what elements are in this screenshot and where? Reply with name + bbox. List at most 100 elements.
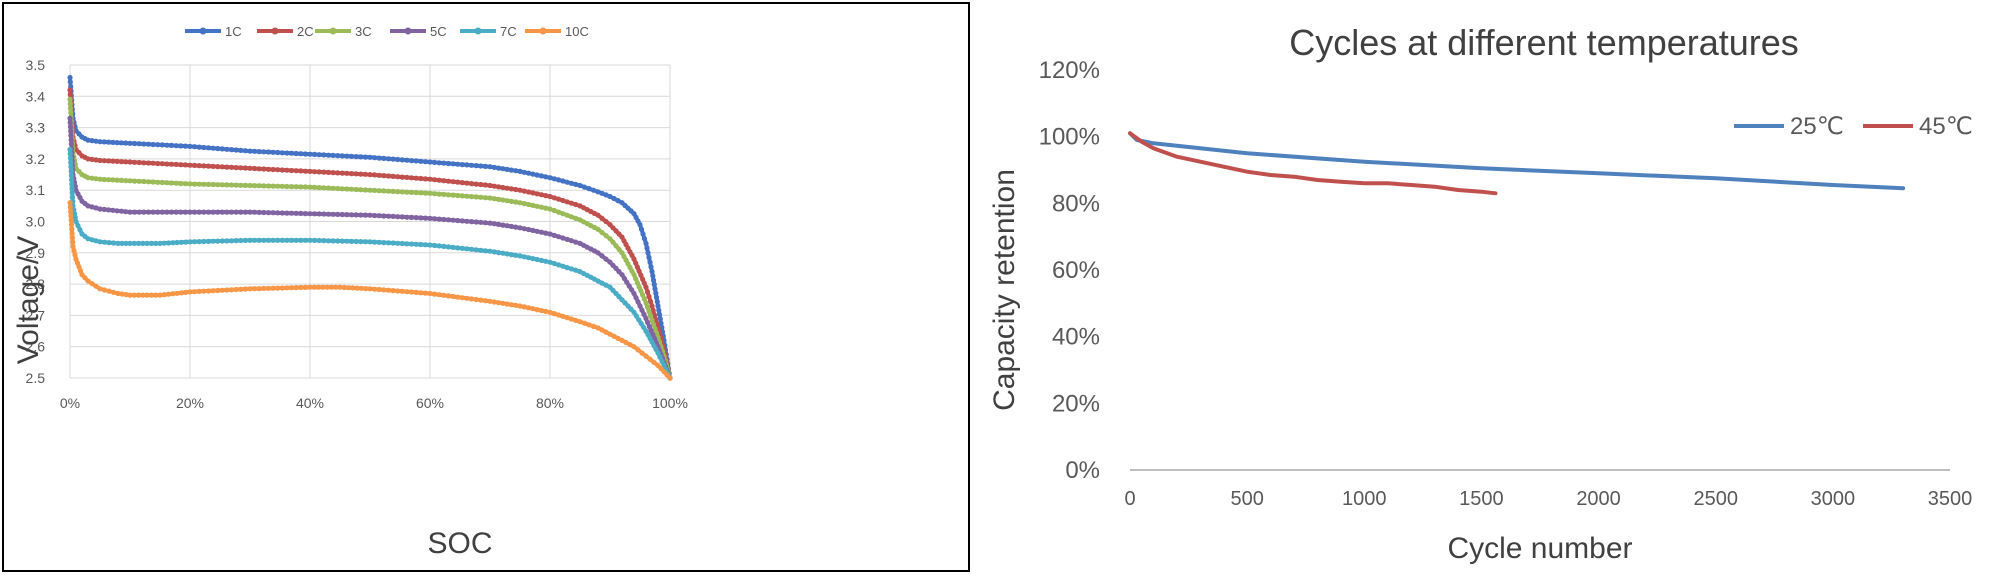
data-point xyxy=(150,179,156,185)
data-point xyxy=(638,320,644,327)
data-point xyxy=(233,165,239,171)
data-point xyxy=(275,237,281,243)
legend-label: 25℃ xyxy=(1790,113,1844,140)
data-point xyxy=(363,286,369,292)
data-point xyxy=(247,182,253,189)
data-point xyxy=(551,232,557,238)
data-point xyxy=(455,245,461,251)
data-point xyxy=(110,139,116,145)
data-point xyxy=(97,176,103,182)
data-point xyxy=(114,177,120,183)
data-point xyxy=(478,219,484,225)
data-point xyxy=(418,241,424,248)
data-point xyxy=(127,240,133,246)
data-point xyxy=(242,237,248,243)
data-point xyxy=(646,254,652,261)
data-point xyxy=(599,253,605,259)
data-point xyxy=(478,297,484,303)
data-point xyxy=(335,185,341,192)
data-point xyxy=(445,244,452,250)
data-point xyxy=(427,290,433,297)
data-point xyxy=(644,304,651,310)
data-point xyxy=(123,240,129,246)
data-point xyxy=(210,181,216,188)
data-point xyxy=(534,203,540,209)
data-point xyxy=(641,324,647,330)
data-point xyxy=(508,167,514,173)
capacity-cycles-chart: Cycles at different temperatures 0% 20% 40… xyxy=(988,22,1973,565)
data-point xyxy=(219,182,225,188)
data-point xyxy=(93,283,99,289)
data-point xyxy=(464,162,470,168)
data-point xyxy=(508,302,514,308)
data-point xyxy=(399,157,405,163)
data-point xyxy=(376,213,382,219)
data-point xyxy=(89,204,95,210)
data-point xyxy=(265,166,272,172)
data-point xyxy=(302,151,308,157)
data-point xyxy=(293,237,299,243)
data-point xyxy=(201,288,207,294)
data-point xyxy=(358,187,364,193)
x-tick-label: 2500 xyxy=(1693,488,1738,510)
data-point xyxy=(252,148,258,154)
data-point xyxy=(215,145,221,152)
data-point xyxy=(153,240,159,246)
data-point xyxy=(261,237,267,243)
data-point xyxy=(607,331,613,337)
data-point xyxy=(106,288,112,294)
data-point xyxy=(173,180,179,186)
data-point xyxy=(436,216,442,222)
data-point xyxy=(500,222,506,228)
data-point xyxy=(118,208,124,214)
data-point xyxy=(348,153,355,159)
data-point xyxy=(564,236,570,242)
data-point xyxy=(441,243,447,249)
data-point xyxy=(556,312,562,318)
data-point xyxy=(385,173,392,179)
data-point xyxy=(624,279,630,285)
data-point xyxy=(491,164,497,170)
data-point xyxy=(441,292,447,298)
data-point xyxy=(330,238,336,244)
data-point xyxy=(468,296,475,302)
voltage-soc-chart: 2.5 2.6 2.7 2.8 2.9 3.0 3.1 3.2 3.3 3.4 3.5 0% 20% 4… xyxy=(2,2,970,572)
data-point xyxy=(279,210,285,216)
data-point xyxy=(538,257,545,263)
data-point xyxy=(123,178,129,184)
data-point xyxy=(404,214,410,220)
data-point xyxy=(556,262,562,268)
data-point xyxy=(603,218,609,225)
data-point xyxy=(131,240,137,246)
data-point xyxy=(500,166,506,172)
data-point xyxy=(631,256,637,262)
data-point xyxy=(599,190,605,196)
data-point xyxy=(551,195,557,201)
data-point xyxy=(521,169,527,175)
data-point xyxy=(445,192,452,198)
data-point xyxy=(603,282,609,288)
data-point xyxy=(367,172,373,178)
x-tick-label: 3500 xyxy=(1928,488,1973,510)
data-point xyxy=(459,180,465,186)
data-point xyxy=(372,172,378,178)
data-point xyxy=(381,240,387,246)
y-tick-label: 3.0 xyxy=(26,214,46,230)
data-point xyxy=(270,285,276,291)
data-point xyxy=(247,286,253,292)
data-point xyxy=(468,219,475,225)
data-point xyxy=(67,146,73,153)
data-point xyxy=(595,278,601,284)
data-point xyxy=(564,212,570,218)
data-point xyxy=(496,250,502,256)
data-point xyxy=(517,168,523,174)
data-point xyxy=(611,333,617,339)
data-point xyxy=(144,292,150,298)
data-point xyxy=(445,293,452,299)
data-point xyxy=(381,213,387,219)
data-point xyxy=(362,171,368,177)
data-point xyxy=(178,209,184,215)
data-point xyxy=(362,187,368,193)
legend-marker xyxy=(199,27,207,35)
data-point xyxy=(638,288,644,294)
